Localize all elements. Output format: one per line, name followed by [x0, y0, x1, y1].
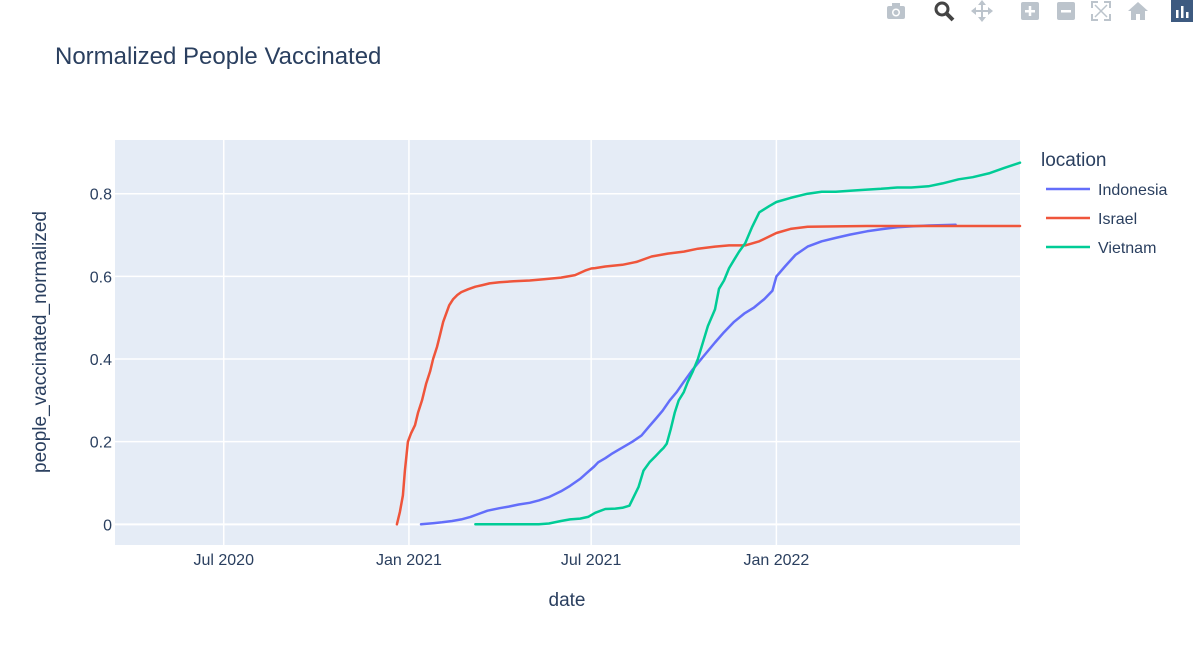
series-line-vietnam: [474, 161, 1022, 526]
chart-title: Normalized People Vaccinated: [55, 43, 381, 70]
autoscale-icon: [1091, 1, 1111, 21]
y-tick-label: 0.6: [90, 269, 112, 286]
x-tick-label: Jul 2021: [561, 552, 622, 569]
series-line-israel: [395, 224, 1022, 526]
y-tick-label: 0.2: [90, 435, 112, 452]
legend-title: location: [1041, 150, 1107, 171]
plot-area[interactable]: [115, 140, 1020, 545]
legend-label: Vietnam: [1098, 240, 1156, 257]
x-tick-label: Jan 2021: [376, 552, 442, 569]
legend-item-israel[interactable]: Israel: [1046, 211, 1137, 228]
zoom-icon: [934, 1, 955, 22]
plotly-logo-button[interactable]: [1171, 0, 1193, 22]
reset-axes-button[interactable]: [1127, 0, 1149, 22]
plotly-logo-icon: [1171, 0, 1193, 22]
legend-item-vietnam[interactable]: Vietnam: [1046, 240, 1156, 257]
x-tick-label: Jul 2020: [193, 552, 254, 569]
y-tick-label: 0.4: [90, 352, 112, 369]
pan-icon: [971, 0, 993, 22]
legend-label: Indonesia: [1098, 182, 1167, 199]
zoom-button[interactable]: [933, 0, 955, 22]
camera-icon: [887, 3, 905, 19]
zoom-out-button[interactable]: [1055, 0, 1077, 22]
modebar: [885, 0, 1195, 22]
legend-item-indonesia[interactable]: Indonesia: [1046, 182, 1167, 199]
zoom-in-icon: [1021, 2, 1039, 20]
x-tick-label: Jan 2022: [743, 552, 809, 569]
legend-label: Israel: [1098, 211, 1137, 228]
zoom-out-icon: [1057, 2, 1075, 20]
camera-button[interactable]: [885, 0, 907, 22]
autoscale-button[interactable]: [1090, 0, 1112, 22]
pan-button[interactable]: [971, 0, 993, 22]
y-tick-label: 0: [103, 517, 112, 534]
y-tick-label: 0.8: [90, 187, 112, 204]
x-axis-label: date: [549, 590, 586, 611]
y-axis-ticks: 0 0.2 0.4 0.6 0.8: [90, 187, 112, 535]
x-axis-ticks: Jul 2020 Jan 2021 Jul 2021 Jan 2022: [193, 552, 809, 569]
zoom-in-button[interactable]: [1019, 0, 1041, 22]
series-line-indonesia: [419, 223, 957, 526]
reset-axes-icon: [1128, 2, 1148, 20]
grid: [115, 140, 1020, 545]
legend: location Indonesia Israel Vietnam: [1041, 150, 1167, 257]
series-lines: [395, 161, 1022, 526]
y-axis-label: people_vaccinated_normalized: [30, 211, 51, 473]
